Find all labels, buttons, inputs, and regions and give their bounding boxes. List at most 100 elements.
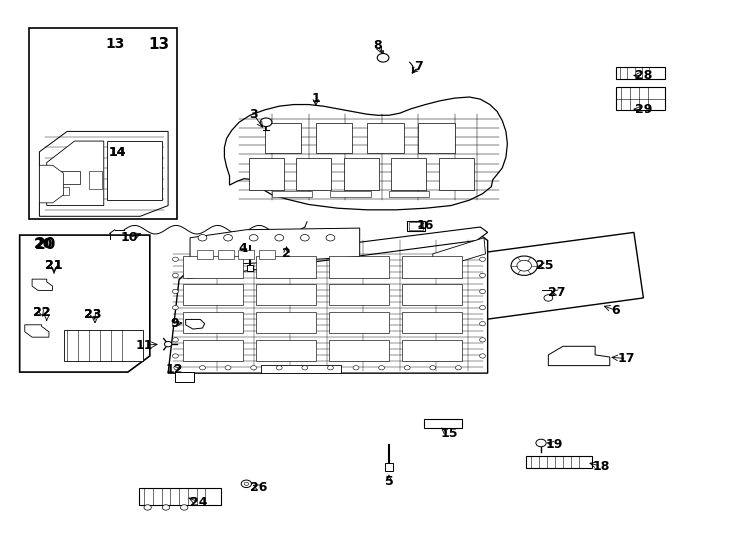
- Circle shape: [536, 439, 546, 447]
- Bar: [391, 158, 426, 191]
- Text: 15: 15: [440, 427, 457, 440]
- Bar: [183, 284, 243, 306]
- Polygon shape: [190, 228, 360, 264]
- Polygon shape: [186, 320, 205, 329]
- Circle shape: [162, 505, 170, 510]
- Polygon shape: [385, 232, 644, 332]
- Text: 22: 22: [33, 307, 51, 320]
- Text: 10: 10: [120, 231, 138, 244]
- Circle shape: [172, 289, 178, 294]
- Bar: [249, 158, 283, 191]
- Circle shape: [144, 505, 151, 510]
- Bar: [175, 372, 194, 382]
- Polygon shape: [40, 131, 168, 217]
- Bar: [296, 158, 331, 191]
- Text: 21: 21: [46, 259, 63, 272]
- Text: 8: 8: [374, 39, 382, 52]
- Text: 25: 25: [536, 259, 553, 272]
- Polygon shape: [20, 235, 150, 372]
- Text: 23: 23: [84, 308, 101, 321]
- Bar: [344, 158, 379, 191]
- Text: 27: 27: [548, 286, 566, 299]
- Text: 6: 6: [611, 304, 620, 317]
- Circle shape: [172, 273, 178, 278]
- Bar: [272, 191, 312, 198]
- Text: 2: 2: [282, 247, 291, 260]
- Bar: [197, 249, 214, 259]
- Circle shape: [200, 366, 206, 370]
- Circle shape: [379, 366, 385, 370]
- Polygon shape: [225, 97, 507, 210]
- Circle shape: [172, 354, 178, 358]
- Circle shape: [479, 354, 485, 358]
- Circle shape: [353, 366, 359, 370]
- Polygon shape: [40, 165, 64, 203]
- Circle shape: [479, 322, 485, 326]
- Circle shape: [244, 482, 249, 485]
- Text: 3: 3: [250, 107, 258, 121]
- Circle shape: [544, 295, 553, 301]
- Text: 14: 14: [108, 146, 126, 159]
- Bar: [418, 123, 455, 153]
- Bar: [29, 28, 177, 219]
- Text: 11: 11: [136, 339, 153, 352]
- Text: 1: 1: [311, 92, 320, 105]
- Bar: [526, 456, 592, 468]
- Circle shape: [172, 257, 178, 261]
- Text: 17: 17: [618, 352, 636, 365]
- Bar: [256, 256, 316, 278]
- Circle shape: [479, 338, 485, 342]
- Bar: [329, 256, 389, 278]
- Text: 14: 14: [108, 146, 126, 159]
- Bar: [439, 158, 473, 191]
- Circle shape: [172, 322, 178, 326]
- Bar: [256, 340, 316, 361]
- Circle shape: [456, 366, 462, 370]
- Bar: [402, 340, 462, 361]
- Circle shape: [302, 366, 308, 370]
- Circle shape: [377, 53, 389, 62]
- Text: 13: 13: [105, 37, 125, 51]
- Bar: [89, 171, 102, 190]
- Circle shape: [300, 234, 309, 241]
- Text: 24: 24: [190, 496, 208, 509]
- Bar: [616, 68, 665, 79]
- Circle shape: [225, 366, 231, 370]
- Bar: [183, 256, 243, 278]
- Bar: [329, 312, 389, 333]
- Bar: [51, 171, 80, 184]
- Bar: [247, 265, 253, 271]
- Bar: [402, 256, 462, 278]
- Text: 16: 16: [417, 219, 435, 232]
- Circle shape: [174, 366, 180, 370]
- Text: 5: 5: [385, 475, 393, 488]
- Text: 20: 20: [34, 237, 56, 252]
- Bar: [329, 284, 389, 306]
- Text: 12: 12: [166, 363, 184, 376]
- Circle shape: [198, 234, 207, 241]
- Circle shape: [241, 480, 252, 488]
- Polygon shape: [25, 325, 49, 337]
- Text: 20: 20: [34, 237, 54, 251]
- Bar: [51, 187, 70, 195]
- Text: 4: 4: [239, 242, 247, 255]
- Bar: [407, 220, 426, 231]
- Bar: [256, 284, 316, 306]
- Bar: [385, 463, 393, 471]
- Bar: [316, 123, 352, 153]
- Circle shape: [517, 260, 531, 271]
- Polygon shape: [188, 227, 487, 279]
- Polygon shape: [107, 141, 162, 200]
- Bar: [64, 330, 142, 361]
- Text: 26: 26: [250, 481, 267, 494]
- Circle shape: [181, 505, 188, 510]
- Circle shape: [276, 366, 282, 370]
- Circle shape: [224, 234, 233, 241]
- Circle shape: [172, 338, 178, 342]
- Circle shape: [479, 273, 485, 278]
- Text: 19: 19: [545, 438, 563, 451]
- Circle shape: [327, 366, 333, 370]
- Bar: [330, 191, 371, 198]
- Bar: [261, 365, 341, 373]
- Bar: [410, 222, 423, 230]
